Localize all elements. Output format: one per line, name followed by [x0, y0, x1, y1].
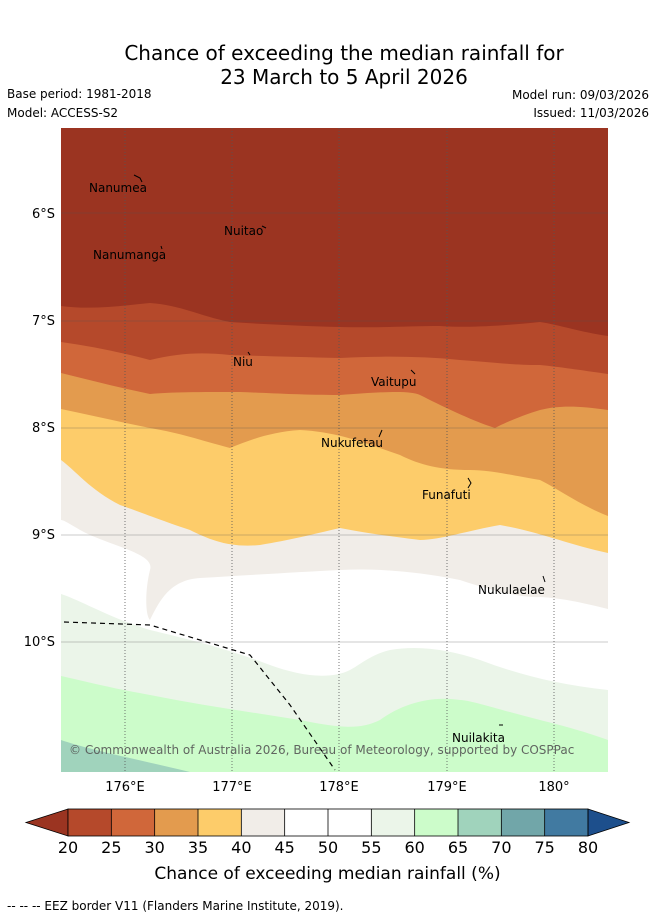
colorbar-tick-label: 65 [448, 838, 468, 857]
colorbar-tick-label: 25 [101, 838, 121, 857]
model-run: Model run: 09/03/2026 [511, 88, 649, 102]
colorbar-ticks: 20 25 30 35 40 45 50 55 60 65 70 75 80 [58, 838, 598, 857]
base-period: Base period: 1981-2018 [7, 87, 152, 101]
lon-label: 180° [538, 780, 569, 795]
meridian-gridlines [124, 128, 555, 772]
colorbar [24, 808, 631, 837]
lat-label: 9°S [32, 528, 55, 543]
island-nuitao-icon [261, 225, 267, 229]
colorbar-swatch [284, 809, 328, 836]
colorbar-tick-label: 35 [188, 838, 208, 857]
place-label: Nanumanga [93, 248, 166, 262]
colorbar-swatch [371, 809, 415, 836]
island-vaitupu-icon [410, 369, 416, 375]
lon-label: 176°E [105, 780, 145, 795]
colorbar-tick-label: 70 [491, 838, 511, 857]
colorbar-tick-label: 20 [58, 838, 78, 857]
island-nukulaelae-icon [542, 575, 546, 583]
band-below-20 [61, 128, 608, 336]
eez-note: -- -- -- EEZ border V11 (Flanders Marine… [7, 899, 344, 913]
lat-label: 8°S [32, 421, 55, 436]
island-nanumea-icon [133, 174, 143, 183]
colorbar-tick-label: 80 [578, 838, 598, 857]
place-label: Nuilakita [452, 731, 505, 745]
colorbar-swatch [68, 809, 112, 836]
colorbar-swatch [501, 809, 545, 836]
island-nukufetau-icon [378, 429, 383, 438]
model-name: Model: ACCESS-S2 [7, 106, 119, 120]
colorbar-tick-label: 55 [361, 838, 381, 857]
eez-border [63, 621, 336, 771]
colorbar-swatch [198, 809, 242, 836]
lat-label: 7°S [32, 314, 55, 329]
colorbar-tick-label: 40 [231, 838, 251, 857]
colorbar-tick-label: 50 [318, 838, 338, 857]
island-nanumanga-icon [160, 245, 163, 250]
title-line-1: Chance of exceeding the median rainfall … [124, 41, 564, 65]
place-label: Vaitupu [371, 375, 417, 389]
colorbar-swatch [154, 809, 198, 836]
colorbar-swatch [111, 809, 155, 836]
colorbar-swatch [241, 809, 285, 836]
colorbar-swatch [544, 809, 588, 836]
map-contours: Nanumea Nuitao Nanumanga Niu Vaitupu Nuk… [61, 128, 608, 772]
colorbar-tick-label: 75 [534, 838, 554, 857]
issued-date: Issued: 11/03/2026 [533, 106, 649, 120]
colorbar-swatch [458, 809, 502, 836]
island-funafuti-icon [467, 477, 472, 489]
lon-label: 179°E [427, 780, 467, 795]
place-label: Niu [233, 355, 253, 369]
parallel-gridlines [61, 212, 608, 643]
place-label: Funafuti [422, 488, 471, 502]
lat-label: 6°S [32, 207, 55, 222]
place-label: Nanumea [89, 181, 147, 195]
band-65-70 [61, 740, 190, 772]
colorbar-tick-label: 60 [404, 838, 424, 857]
place-label: Nukulaelae [478, 583, 545, 597]
colorbar-swatch [414, 809, 458, 836]
colorbar-tick-label: 45 [274, 838, 294, 857]
colorbar-tick-label: 30 [144, 838, 164, 857]
colorbar-title: Chance of exceeding median rainfall (%) [154, 864, 501, 884]
lon-label: 177°E [212, 780, 252, 795]
place-label: Nukufetau [321, 436, 383, 450]
lat-label: 10°S [24, 635, 55, 650]
colorbar-swatch [328, 809, 372, 836]
island-outlines [133, 174, 546, 726]
title-line-2: 23 March to 5 April 2026 [220, 65, 468, 89]
place-label: Nuitao [224, 224, 263, 238]
island-niu-icon [247, 351, 251, 356]
lon-label: 178°E [319, 780, 359, 795]
colorbar-extend-high [587, 808, 631, 837]
colorbar-extend-low [24, 808, 69, 837]
copyright-text: © Commonwealth of Australia 2026, Bureau… [69, 743, 574, 757]
